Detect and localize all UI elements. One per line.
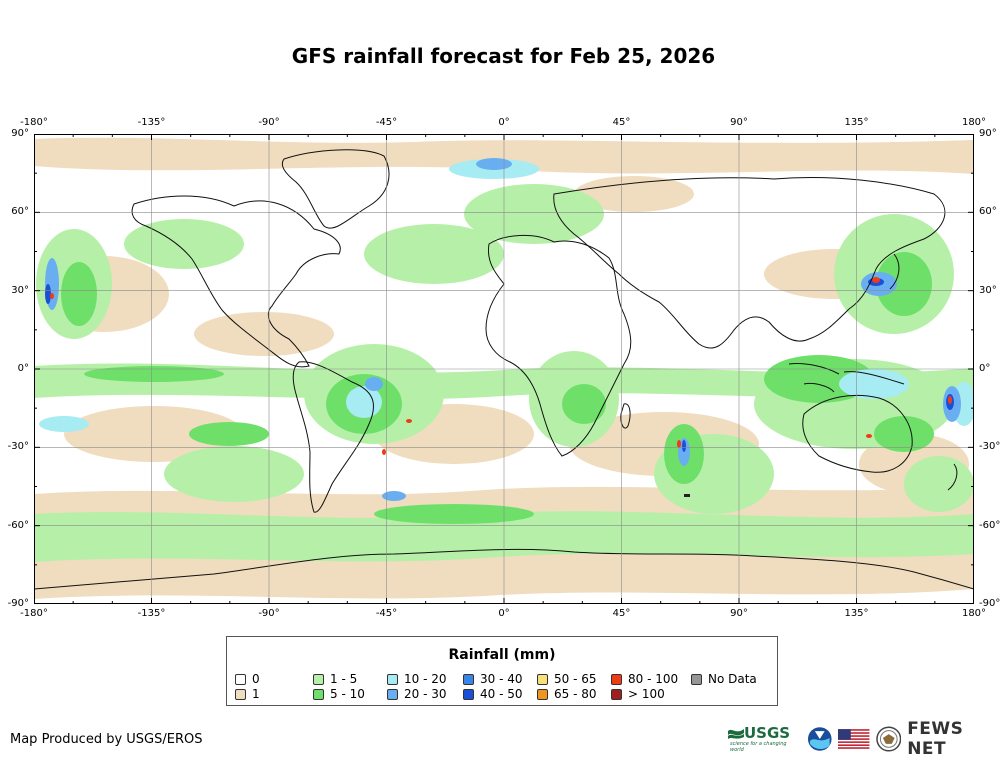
legend-item: 0 — [235, 672, 260, 686]
latitude-tick-label: -90° — [979, 598, 1001, 609]
legend-item: 80 - 100 — [611, 672, 678, 686]
latitude-tick-label: 30° — [11, 284, 29, 296]
longitude-tick-label: 90° — [730, 608, 748, 619]
latitude-tick-label: -60° — [7, 519, 29, 531]
legend-item: > 100 — [611, 687, 665, 701]
latitude-tick-label: 90° — [11, 128, 29, 139]
legend-title: Rainfall (mm) — [448, 647, 556, 663]
longitude-tick-label: -180° — [20, 608, 48, 619]
legend-item: 65 - 80 — [537, 687, 597, 701]
legend-label: 5 - 10 — [330, 687, 365, 701]
legend-swatch — [537, 673, 548, 685]
legend-item: No Data — [691, 672, 757, 686]
legend-swatch — [537, 688, 548, 700]
latitude-tick-label: -60° — [979, 519, 1001, 531]
legend-label: 0 — [252, 672, 260, 686]
fews-net-label: FEWS NET — [907, 719, 964, 759]
longitude-tick-label: 90° — [730, 117, 748, 128]
legend-swatch — [387, 688, 398, 700]
legend-item: 10 - 20 — [387, 672, 447, 686]
legend-item: 40 - 50 — [463, 687, 523, 701]
noaa-logo-icon — [807, 727, 832, 751]
us-flag-icon — [838, 729, 870, 749]
map-title: GFS rainfall forecast for Feb 25, 2026 — [291, 44, 716, 68]
legend-swatch — [313, 688, 324, 700]
legend-label: 30 - 40 — [480, 672, 523, 686]
longitude-tick-label: -90° — [258, 608, 280, 619]
agency-logos: USGS science for a changing world FEWS N… — [728, 719, 1007, 759]
longitude-tick-label: 45° — [612, 608, 631, 619]
longitude-tick-label: -45° — [375, 608, 398, 619]
longitude-tick-label: -135° — [137, 117, 166, 128]
latitude-tick-label: -30° — [7, 441, 29, 453]
legend-swatch — [611, 673, 622, 685]
longitude-tick-label: 180° — [961, 608, 987, 619]
longitude-tick-label: 135° — [844, 608, 869, 619]
state-department-seal-icon — [875, 726, 901, 752]
legend-swatch — [235, 688, 246, 700]
legend-item: 30 - 40 — [463, 672, 523, 686]
latitude-tick-label: -90° — [7, 598, 29, 609]
legend-label: 65 - 80 — [554, 687, 597, 701]
longitude-tick-label: 45° — [612, 117, 631, 128]
longitude-tick-label: -45° — [375, 117, 398, 128]
legend-swatch — [611, 688, 622, 700]
legend-item: 1 - 5 — [313, 672, 357, 686]
legend-item: 1 — [235, 687, 260, 701]
legend-swatch — [387, 673, 398, 685]
legend-label: 40 - 50 — [480, 687, 523, 701]
legend-item: 5 - 10 — [313, 687, 365, 701]
latitude-tick-label: 0° — [979, 363, 991, 374]
legend-swatch — [463, 673, 474, 685]
legend-swatch — [235, 673, 246, 685]
legend-label: 80 - 100 — [628, 672, 679, 686]
longitude-tick-label: 0° — [498, 117, 510, 128]
usgs-label: USGS — [744, 723, 791, 742]
legend-label: No Data — [708, 672, 757, 686]
longitude-tick-label: -90° — [258, 117, 280, 128]
usgs-tagline: science for a changing world — [730, 740, 787, 753]
legend-label: 1 — [252, 687, 260, 701]
legend-swatch — [463, 688, 474, 700]
legend-label: > 100 — [628, 687, 665, 701]
legend-label: 50 - 65 — [554, 672, 597, 686]
rainfall-map — [34, 134, 974, 604]
usgs-logo: USGS science for a changing world — [728, 723, 801, 753]
longitude-tick-label: 0° — [498, 608, 510, 619]
legend-item: 20 - 30 — [387, 687, 447, 701]
legend-label: 10 - 20 — [404, 672, 447, 686]
latitude-tick-label: 60° — [979, 206, 997, 218]
graticule — [34, 134, 974, 604]
latitude-tick-label: 30° — [979, 284, 997, 296]
coastlines — [34, 149, 974, 590]
longitude-tick-label: -135° — [137, 608, 166, 619]
longitude-tick-label: -180° — [20, 117, 48, 128]
latitude-tick-label: 0° — [17, 363, 29, 374]
frame-ticks — [34, 134, 974, 604]
longitude-tick-label: 180° — [961, 117, 987, 128]
legend-item: 50 - 65 — [537, 672, 597, 686]
legend-label: 1 - 5 — [330, 672, 358, 686]
latitude-tick-label: -30° — [979, 441, 1001, 453]
legend-label: 20 - 30 — [404, 687, 447, 701]
longitude-tick-label: 135° — [844, 117, 869, 128]
usgs-wave-icon — [728, 729, 744, 739]
map-credit: Map Produced by USGS/EROS — [10, 732, 203, 747]
legend-swatch — [691, 673, 702, 685]
legend-swatch — [313, 673, 324, 685]
latitude-tick-label: 60° — [11, 206, 29, 218]
latitude-tick-label: 90° — [979, 128, 997, 139]
